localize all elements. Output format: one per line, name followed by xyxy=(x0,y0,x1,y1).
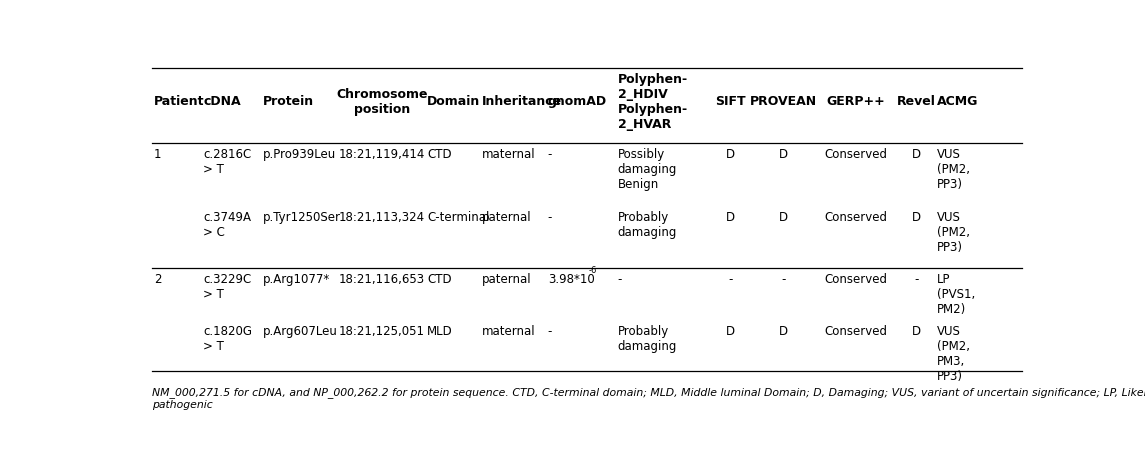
Text: c.2816C
> T: c.2816C > T xyxy=(204,148,252,176)
Text: -6: -6 xyxy=(589,266,597,275)
Text: Conserved: Conserved xyxy=(824,211,887,224)
Text: Patient: Patient xyxy=(153,95,204,108)
Text: D: D xyxy=(911,148,921,161)
Text: PROVEAN: PROVEAN xyxy=(750,95,818,108)
Text: Inheritance: Inheritance xyxy=(482,95,562,108)
Text: -: - xyxy=(547,325,552,338)
Text: GERP++: GERP++ xyxy=(827,95,885,108)
Text: NM_000,271.5 for cDNA, and NP_000,262.2 for protein sequence. CTD, C-terminal do: NM_000,271.5 for cDNA, and NP_000,262.2 … xyxy=(152,387,1145,410)
Text: -: - xyxy=(915,273,918,286)
Text: VUS
(PM2,
PP3): VUS (PM2, PP3) xyxy=(938,211,970,254)
Text: c.3229C
> T: c.3229C > T xyxy=(204,273,252,301)
Text: -: - xyxy=(547,211,552,224)
Text: -: - xyxy=(547,148,552,161)
Text: c.1820G
> T: c.1820G > T xyxy=(204,325,252,353)
Text: 18:21,125,051: 18:21,125,051 xyxy=(339,325,425,338)
Text: paternal: paternal xyxy=(482,273,531,286)
Text: D: D xyxy=(726,148,735,161)
Text: p.Tyr1250Ser: p.Tyr1250Ser xyxy=(263,211,341,224)
Text: 18:21,116,653: 18:21,116,653 xyxy=(339,273,425,286)
Text: -: - xyxy=(782,273,785,286)
Text: LP
(PVS1,
PM2): LP (PVS1, PM2) xyxy=(938,273,976,316)
Text: MLD: MLD xyxy=(427,325,452,338)
Text: -: - xyxy=(618,273,622,286)
Text: SIFT: SIFT xyxy=(716,95,745,108)
Text: Possibly
damaging
Benign: Possibly damaging Benign xyxy=(618,148,677,191)
Text: gnomAD: gnomAD xyxy=(547,95,607,108)
Text: c.3749A
> C: c.3749A > C xyxy=(204,211,252,238)
Text: cDNA: cDNA xyxy=(204,95,242,108)
Text: CTD: CTD xyxy=(427,273,452,286)
Text: 18:21,113,324: 18:21,113,324 xyxy=(339,211,425,224)
Text: p.Pro939Leu: p.Pro939Leu xyxy=(263,148,337,161)
Text: p.Arg1077*: p.Arg1077* xyxy=(263,273,330,286)
Text: D: D xyxy=(911,325,921,338)
Text: Revel: Revel xyxy=(897,95,935,108)
Text: 2: 2 xyxy=(153,273,161,286)
Text: Probably
damaging: Probably damaging xyxy=(618,325,677,353)
Text: D: D xyxy=(780,325,789,338)
Text: Protein: Protein xyxy=(263,95,314,108)
Text: paternal: paternal xyxy=(482,211,531,224)
Text: VUS
(PM2,
PP3): VUS (PM2, PP3) xyxy=(938,148,970,191)
Text: D: D xyxy=(911,211,921,224)
Text: 1: 1 xyxy=(153,148,161,161)
Text: VUS
(PM2,
PM3,
PP3): VUS (PM2, PM3, PP3) xyxy=(938,325,970,383)
Text: Probably
damaging: Probably damaging xyxy=(618,211,677,238)
Text: D: D xyxy=(726,325,735,338)
Text: D: D xyxy=(780,211,789,224)
Text: Polyphen-
2_HDIV
Polyphen-
2_HVAR: Polyphen- 2_HDIV Polyphen- 2_HVAR xyxy=(618,73,688,131)
Text: Conserved: Conserved xyxy=(824,273,887,286)
Text: -: - xyxy=(728,273,733,286)
Text: D: D xyxy=(726,211,735,224)
Text: 3.98*10: 3.98*10 xyxy=(547,273,594,286)
Text: ACMG: ACMG xyxy=(938,95,979,108)
Text: 18:21,119,414: 18:21,119,414 xyxy=(339,148,425,161)
Text: C-terminal: C-terminal xyxy=(427,211,489,224)
Text: CTD: CTD xyxy=(427,148,452,161)
Text: Domain: Domain xyxy=(427,95,481,108)
Text: Conserved: Conserved xyxy=(824,325,887,338)
Text: maternal: maternal xyxy=(482,148,536,161)
Text: Chromosome
position: Chromosome position xyxy=(337,88,427,116)
Text: p.Arg607Leu: p.Arg607Leu xyxy=(263,325,338,338)
Text: Conserved: Conserved xyxy=(824,148,887,161)
Text: D: D xyxy=(780,148,789,161)
Text: maternal: maternal xyxy=(482,325,536,338)
